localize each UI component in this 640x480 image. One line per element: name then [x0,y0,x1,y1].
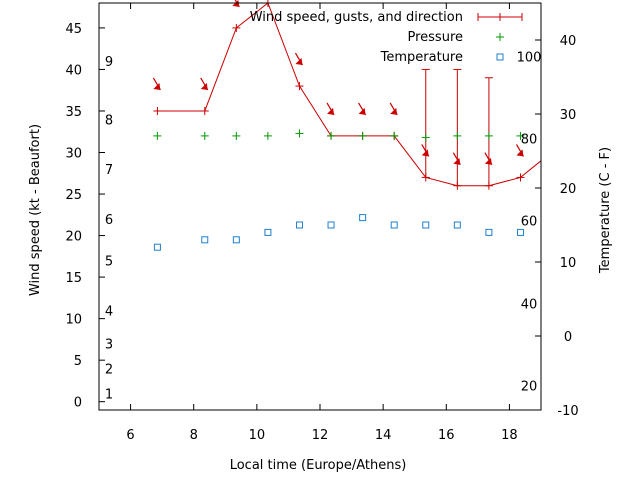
y-tick-label-left: 45 [65,22,82,37]
x-tick-label: 16 [438,428,455,443]
wind-direction-arrowhead [421,149,429,157]
wind-direction-arrowhead [453,157,461,165]
y-tick-label-right: -10 [557,404,578,419]
temperature-point [359,214,367,222]
legend-label-temperature: Temperature [380,50,463,65]
temperature-point [153,243,161,251]
wind-direction-arrowhead [390,107,398,115]
x-tick-label: 14 [375,428,392,443]
wind-direction-arrowhead [358,107,366,115]
temperature-point [264,228,272,236]
temperature-point [390,221,398,229]
beaufort-label: 9 [105,55,113,70]
temperature-point [295,221,303,229]
x-tick-label: 8 [190,428,198,443]
x-tick-label: 12 [312,428,329,443]
fahrenheit-label: 100 [517,50,542,65]
legend-label-pressure: Pressure [407,30,463,45]
fahrenheit-label: 80 [521,132,538,147]
temperature-point [485,228,493,236]
y-tick-label-right: 0 [564,330,572,345]
beaufort-label: 3 [105,338,113,353]
fahrenheit-label: 60 [521,215,538,230]
temperature-point [232,236,240,244]
beaufort-label: 8 [105,113,113,128]
wind-speed-line [157,2,542,187]
y-axis-label-left: Wind speed (kt - Beaufort) [28,124,43,296]
x-axis-label: Local time (Europe/Athens) [230,458,407,473]
y-tick-label-left: 15 [65,271,82,286]
y-tick-label-left: 35 [65,105,82,120]
wind-direction-arrowhead [153,82,161,90]
temperature-point [516,228,524,236]
temperature-point [453,221,461,229]
x-tick-label: 18 [501,428,518,443]
temperature-point [201,236,209,244]
temperature-point [327,221,335,229]
legend: Wind speed, gusts, and direction Pressur… [250,10,523,65]
y-tick-label-right: 40 [560,34,577,49]
beaufort-label: 1 [105,387,113,402]
wind-direction-arrowhead [484,157,492,165]
beaufort-label: 5 [105,254,113,269]
y-tick-label-left: 40 [65,63,82,78]
y-tick-label-left: 30 [65,147,82,162]
beaufort-label: 7 [105,163,113,178]
fahrenheit-label: 40 [521,297,538,312]
temperature-point [422,221,430,229]
wind-direction-arrowhead [200,82,208,90]
y-tick-label-left: 5 [74,354,82,369]
beaufort-label: 2 [105,362,113,377]
wind-direction-arrowhead [516,149,524,157]
beaufort-label: 4 [105,304,113,319]
x-tick-label: 10 [249,428,266,443]
y-tick-label-left: 20 [65,230,82,245]
y-tick-label-left: 0 [74,396,82,411]
x-tick-label: 6 [126,428,134,443]
y-tick-label-right: 20 [560,182,577,197]
wind-direction-arrowhead [295,58,303,66]
plot-frame [98,2,542,411]
legend-label-wind: Wind speed, gusts, and direction [250,10,463,25]
wind-direction-arrowhead [327,107,335,115]
beaufort-label: 6 [105,213,113,228]
y-tick-label-right: 10 [560,256,577,271]
y-axis-label-right: Temperature (C - F) [598,147,613,274]
y-tick-label-left: 10 [65,313,82,328]
y-tick-label-left: 25 [65,188,82,203]
legend-swatch-temperature [496,53,504,61]
y-tick-label-right: 30 [560,108,577,123]
fahrenheit-label: 20 [521,380,538,395]
